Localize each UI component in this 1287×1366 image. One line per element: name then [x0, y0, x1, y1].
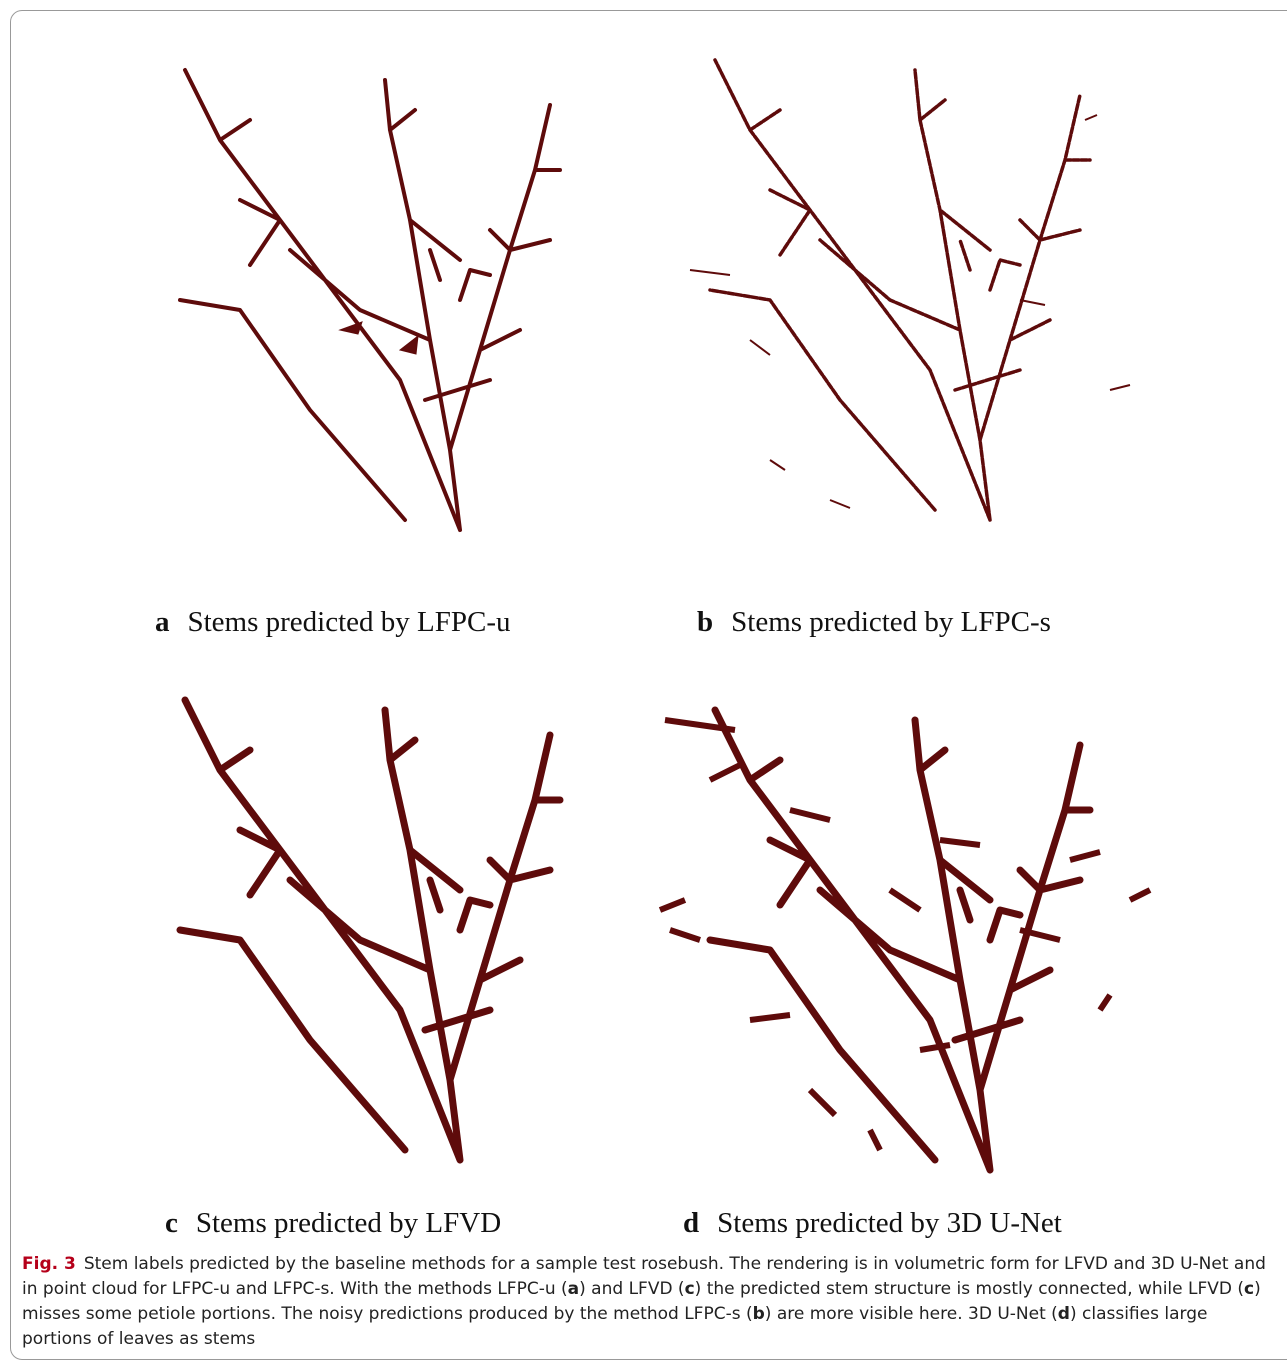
panel-caption: d Stems predicted by 3D U-Net: [683, 1207, 1062, 1239]
panel-caption: a Stems predicted by LFPC-u: [155, 606, 511, 638]
caption-text: ) the predicted stem structure is mostly…: [694, 1279, 1245, 1299]
caption-text: ) misses some petiole portions. The nois…: [22, 1279, 1261, 1324]
figure-frame: [10, 10, 1287, 1360]
figure-caption: Fig. 3 Stem labels predicted by the basel…: [22, 1252, 1272, 1352]
panel-reference: b: [752, 1304, 765, 1324]
figure-label: Fig. 3: [22, 1254, 76, 1274]
image-a: [178, 68, 562, 532]
caption-text: ) classifies large portions of leaves as…: [22, 1304, 1208, 1349]
panel-reference: d: [1057, 1304, 1070, 1324]
panel-caption: c Stems predicted by LFVD: [165, 1207, 502, 1239]
caption-text: Stem labels predicted by the baseline me…: [22, 1254, 1266, 1299]
panel-caption: b Stems predicted by LFPC-s: [697, 606, 1051, 638]
image-b: [689, 58, 1131, 522]
caption-text: ) are more visible here. 3D U-Net (: [764, 1304, 1058, 1324]
panel-reference: c: [684, 1279, 695, 1299]
image-d: [658, 710, 1152, 1170]
panel-reference: a: [567, 1279, 580, 1299]
image-c: [180, 700, 560, 1160]
caption-text: ) and LFVD (: [579, 1279, 685, 1299]
panel-reference: c: [1244, 1279, 1255, 1299]
